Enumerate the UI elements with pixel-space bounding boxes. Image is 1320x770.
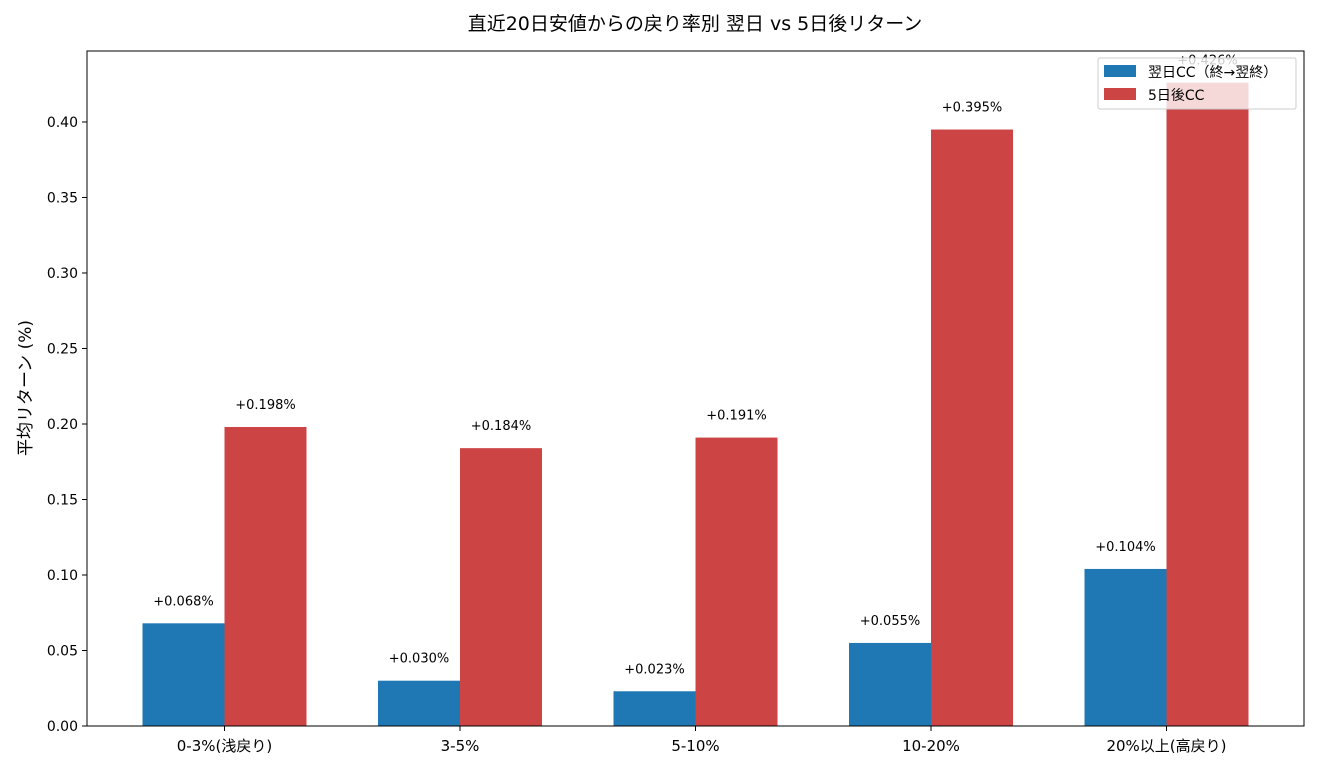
- chart-title: 直近20日安値からの戻り率別 翌日 vs 5日後リターン: [468, 13, 923, 35]
- y-axis-label: 平均リターン (%): [16, 320, 36, 456]
- x-tick-label: 20%以上(高戻り): [1106, 737, 1226, 755]
- bar-next-day: [142, 623, 225, 726]
- legend-swatch-5day: [1104, 88, 1136, 100]
- data-label: +0.191%: [706, 409, 766, 424]
- data-label: +0.055%: [860, 614, 920, 629]
- legend-box: [1097, 57, 1297, 110]
- data-label: +0.068%: [153, 594, 213, 609]
- bar-5day: [1166, 82, 1249, 726]
- legend-swatch-next-day: [1104, 65, 1136, 77]
- data-label: +0.198%: [235, 398, 295, 413]
- plot-frame: [86, 50, 1305, 727]
- y-tick-label: 0.25: [47, 341, 78, 357]
- bar-next-day: [849, 642, 931, 726]
- data-label: +0.184%: [471, 419, 531, 434]
- data-label: +0.395%: [942, 101, 1002, 116]
- legend-label-5day: 5日後CC: [1148, 88, 1205, 104]
- bar-next-day: [1084, 568, 1167, 726]
- y-tick-label: 0.30: [47, 266, 78, 282]
- y-tick-label: 0.15: [47, 492, 78, 508]
- x-tick-label: 0-3%(浅戻り): [177, 737, 272, 755]
- legend: 翌日CC（終→翌終） 5日後CC: [1097, 57, 1297, 110]
- bar-5day: [695, 437, 778, 726]
- plot-area: 0.00 0.05 0.10 0.15 0.20 0.25 0.30 0.35 0.40 0-3%…: [47, 54, 1249, 755]
- data-label: +0.023%: [624, 662, 684, 677]
- bar-5day: [931, 129, 1013, 726]
- bar-next-day: [613, 691, 696, 726]
- bar-5day: [224, 427, 307, 726]
- y-tick-label: 0.40: [47, 115, 78, 131]
- data-label: +0.104%: [1095, 540, 1155, 555]
- y-tick-label: 0.20: [47, 417, 78, 433]
- legend-label-next-day: 翌日CC（終→翌終）: [1148, 65, 1277, 81]
- y-tick-label: 0.35: [47, 190, 78, 206]
- y-tick-label: 0.05: [47, 643, 78, 659]
- y-tick-label: 0.10: [47, 568, 78, 584]
- bar-5day: [460, 448, 542, 726]
- bar-next-day: [378, 680, 460, 726]
- y-tick-label: 0.00: [47, 719, 78, 735]
- x-tick-label: 10-20%: [902, 737, 960, 755]
- x-tick-label: 5-10%: [671, 737, 719, 755]
- data-label: +0.030%: [389, 652, 449, 667]
- x-tick-label: 3-5%: [441, 737, 480, 755]
